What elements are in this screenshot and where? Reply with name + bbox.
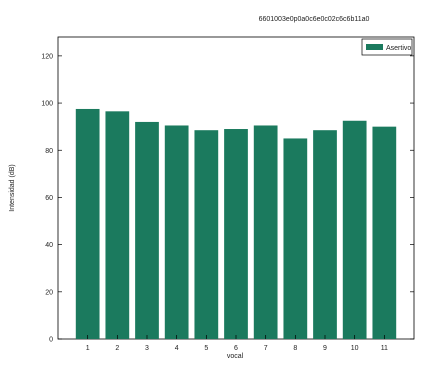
x-tick-label: 7 bbox=[264, 345, 268, 352]
bar-2 bbox=[105, 111, 130, 339]
y-tick-label: 40 bbox=[45, 242, 53, 249]
x-tick-label: 3 bbox=[145, 345, 149, 352]
bar-5 bbox=[194, 130, 219, 339]
x-tick-label: 6 bbox=[234, 345, 238, 352]
bar-7 bbox=[253, 125, 278, 339]
y-tick-label: 80 bbox=[45, 148, 53, 155]
bar-1 bbox=[75, 108, 100, 339]
y-axis-label: Intensidad (dB) bbox=[9, 164, 16, 211]
legend-swatch bbox=[366, 44, 383, 50]
bar-4 bbox=[164, 125, 189, 339]
x-tick-label: 9 bbox=[323, 345, 327, 352]
x-axis-label: vocal bbox=[227, 353, 244, 360]
legend: Asertivo bbox=[361, 38, 413, 56]
bar-11 bbox=[372, 126, 397, 339]
x-tick-label: 11 bbox=[381, 345, 388, 352]
x-tick-label: 2 bbox=[115, 345, 119, 352]
y-tick-label: 100 bbox=[41, 101, 53, 108]
bars-layer bbox=[75, 108, 397, 339]
y-tick-label: 0 bbox=[49, 337, 53, 344]
x-tick-label: 8 bbox=[293, 345, 297, 352]
x-tick-label: 10 bbox=[351, 345, 359, 352]
legend-box bbox=[361, 38, 413, 56]
y-tick-label: 120 bbox=[41, 53, 53, 60]
chart-title: 6601003e0p0a0c6e0c02c6c6b11a0 bbox=[259, 16, 370, 23]
bar-6 bbox=[224, 129, 248, 339]
y-tick-label: 20 bbox=[45, 289, 53, 296]
x-axis-ticks: 1 2 3 4 5 6 7 8 9 10 11 bbox=[86, 335, 388, 352]
bar-9 bbox=[313, 130, 337, 339]
x-tick-label: 1 bbox=[86, 345, 90, 352]
x-tick-label: 5 bbox=[204, 345, 208, 352]
legend-label: Asertivo bbox=[386, 45, 411, 52]
bar-3 bbox=[135, 121, 159, 339]
y-axis-ticks: 0 20 40 60 80 100 120 bbox=[41, 53, 414, 344]
bar-8 bbox=[283, 138, 308, 339]
x-tick-label: 4 bbox=[175, 345, 179, 352]
y-tick-label: 60 bbox=[45, 195, 53, 202]
bar-10 bbox=[342, 120, 367, 339]
